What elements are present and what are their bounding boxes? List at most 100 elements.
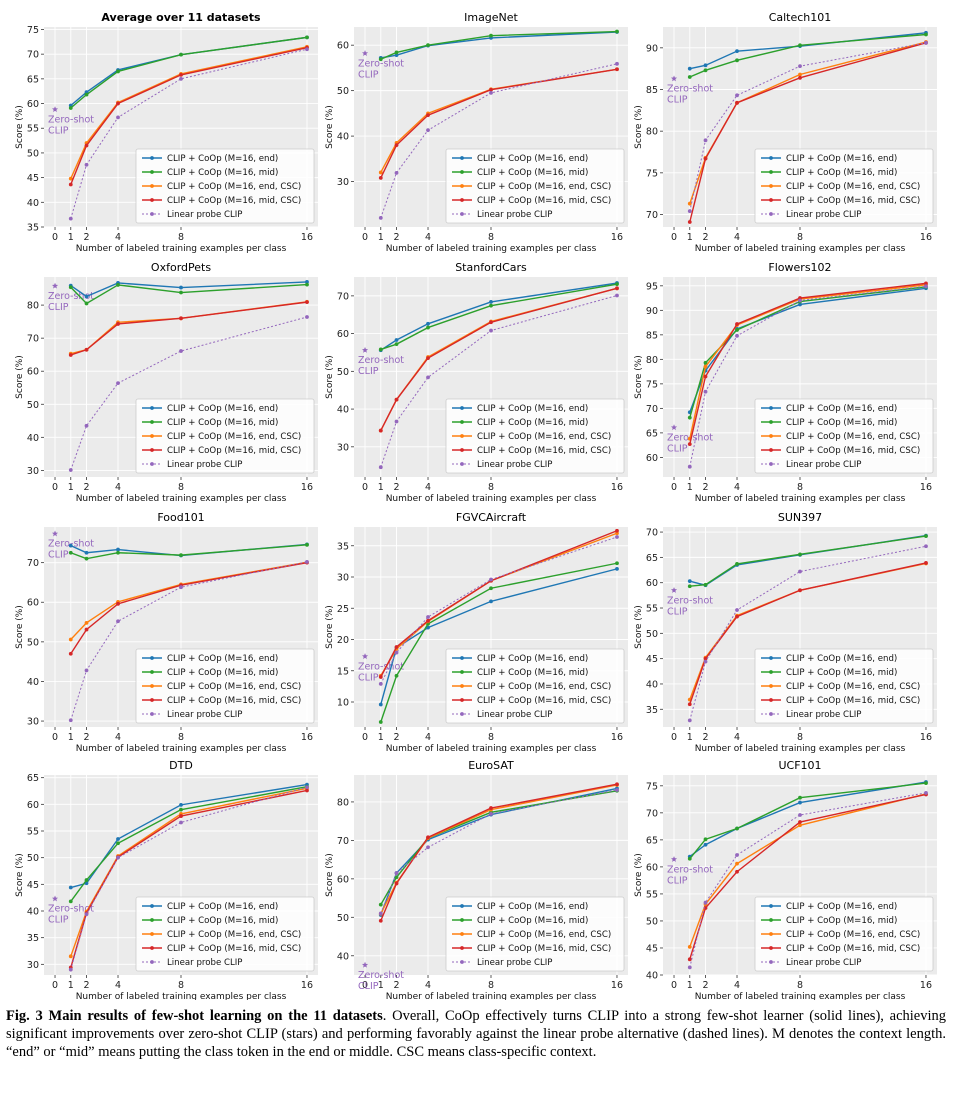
legend-marker: [769, 434, 773, 438]
data-point: [735, 608, 739, 612]
chart-title: DTD: [169, 759, 193, 772]
zero-shot-label-line2: CLIP: [667, 95, 688, 106]
y-tick-label: 10: [337, 698, 349, 709]
x-tick-label: 8: [797, 232, 803, 243]
data-point: [735, 861, 739, 866]
data-point: [84, 620, 89, 625]
y-tick-label: 40: [27, 907, 39, 918]
data-point: [924, 534, 928, 539]
legend-label: CLIP + CoOp (M=16, mid, CSC): [786, 944, 920, 954]
legend: CLIP + CoOp (M=16, end) CLIP + CoOp (M=16…: [754, 648, 934, 724]
data-point: [426, 845, 430, 850]
x-axis-label: Number of labeled training examples per …: [695, 992, 906, 1000]
x-axis-label: Number of labeled training examples per …: [386, 744, 597, 754]
x-tick-label: 1: [378, 980, 384, 991]
x-tick-label: 8: [488, 482, 494, 493]
legend-marker: [460, 406, 464, 410]
data-point: [378, 347, 383, 352]
x-axis-label: Number of labeled training examples per …: [386, 992, 597, 1000]
zero-shot-label-line2: CLIP: [48, 550, 69, 561]
legend-label: CLIP + CoOp (M=16, mid): [167, 168, 278, 178]
legend-label: CLIP + CoOp (M=16, mid, CSC): [167, 446, 301, 456]
series-line: [380, 295, 618, 468]
legend-label: CLIP + CoOp (M=16, end, CSC): [786, 432, 920, 442]
x-tick-label: 2: [702, 732, 708, 743]
x-tick-label: 1: [687, 732, 693, 743]
y-tick-label: 70: [337, 291, 349, 302]
data-point: [703, 842, 708, 847]
data-point: [426, 356, 430, 361]
data-point: [426, 321, 430, 326]
legend-marker: [150, 184, 154, 188]
legend-marker: [460, 434, 464, 438]
x-tick-label: 16: [301, 732, 313, 743]
x-tick-label: 16: [301, 482, 313, 493]
series-line: [380, 536, 618, 685]
data-point: [489, 91, 493, 95]
data-point: [489, 811, 493, 816]
data-point: [735, 49, 739, 54]
y-tick-label: 20: [337, 635, 349, 646]
data-point: [305, 35, 309, 40]
data-point: [489, 87, 493, 92]
y-axis-label: Score (%): [634, 853, 644, 897]
legend-marker: [150, 946, 154, 950]
data-point: [179, 290, 183, 295]
data-point: [378, 702, 383, 707]
x-tick-label: 0: [671, 732, 677, 743]
x-tick-label: 4: [734, 980, 740, 991]
legend-marker: [150, 712, 154, 716]
y-tick-label: 15: [337, 666, 349, 677]
y-tick-label: 50: [27, 637, 39, 648]
data-point: [798, 302, 802, 307]
x-tick-label: 1: [68, 732, 74, 743]
data-point: [489, 577, 493, 582]
y-tick-label: 65: [646, 553, 658, 564]
data-point: [305, 282, 309, 287]
y-axis-label: Score (%): [634, 605, 644, 649]
x-tick-label: 2: [702, 232, 708, 243]
y-tick-label: 60: [27, 598, 39, 609]
y-tick-label: 65: [27, 773, 39, 784]
y-tick-label: 80: [27, 301, 39, 312]
zero-shot-star: [51, 530, 59, 537]
data-point: [924, 790, 928, 795]
x-tick-label: 1: [68, 980, 74, 991]
x-tick-label: 2: [702, 482, 708, 493]
data-point: [179, 73, 183, 77]
data-point: [798, 820, 802, 824]
legend: CLIP + CoOp (M=16, end) CLIP + CoOp (M=16…: [135, 148, 315, 224]
data-point: [687, 220, 692, 224]
y-tick-label: 70: [27, 558, 39, 569]
legend-label: CLIP + CoOp (M=16, mid, CSC): [786, 446, 920, 456]
y-tick-label: 30: [27, 717, 39, 728]
data-point: [489, 300, 493, 304]
legend-marker: [150, 656, 154, 660]
legend-marker: [460, 448, 464, 452]
y-tick-label: 80: [646, 355, 658, 366]
y-tick-label: 55: [27, 827, 39, 838]
data-point: [735, 322, 739, 326]
zero-shot-label-line1: Zero-shot: [358, 661, 404, 672]
legend-label: CLIP + CoOp (M=16, mid, CSC): [167, 196, 301, 206]
y-tick-label: 35: [646, 705, 658, 716]
legend-label: Linear probe CLIP: [167, 710, 242, 720]
zero-shot-star: [361, 653, 369, 659]
x-tick-label: 2: [393, 732, 399, 743]
legend-box: [754, 648, 934, 724]
y-tick-label: 60: [646, 453, 658, 464]
x-tick-label: 16: [611, 232, 623, 243]
legend-marker: [150, 932, 154, 936]
y-tick-label: 40: [27, 677, 39, 688]
data-point: [798, 795, 802, 800]
x-tick-label: 2: [393, 232, 399, 243]
x-tick-label: 0: [362, 482, 368, 493]
y-tick-label: 70: [27, 50, 39, 61]
x-tick-label: 16: [301, 980, 313, 991]
legend-label: Linear probe CLIP: [477, 460, 552, 470]
y-tick-label: 75: [27, 25, 39, 36]
data-point: [687, 415, 692, 420]
legend-label: Linear probe CLIP: [786, 460, 861, 470]
data-point: [68, 285, 73, 290]
x-tick-label: 8: [488, 732, 494, 743]
